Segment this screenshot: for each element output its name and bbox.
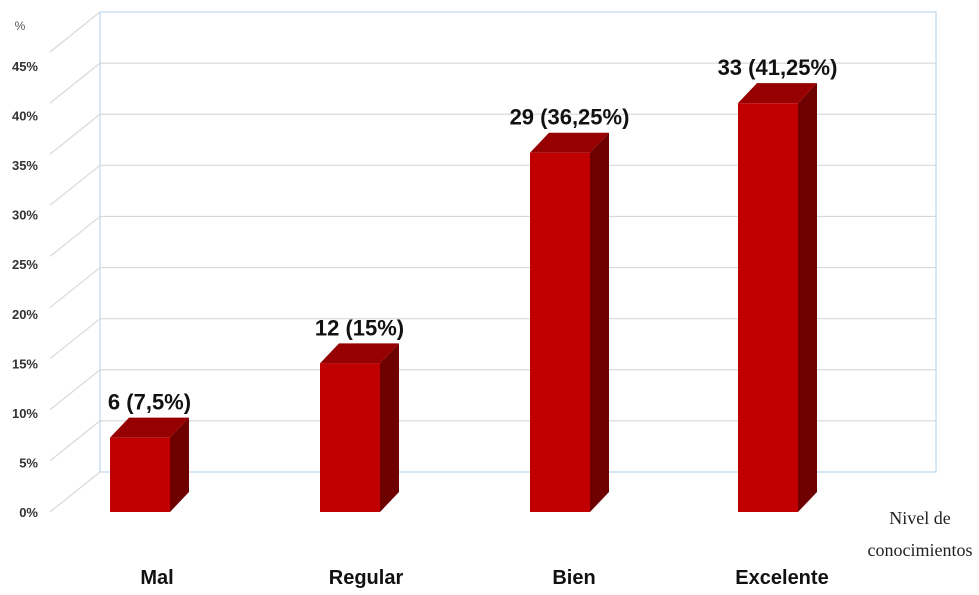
y-tick-label: 45%: [12, 59, 38, 74]
x-category-label: Excelente: [735, 567, 828, 589]
bar: [530, 132, 609, 512]
depth-line: [49, 267, 101, 309]
depth-line: [49, 215, 101, 257]
bar-top: [530, 132, 609, 153]
y-axis-label: %: [15, 19, 26, 33]
bar-top: [738, 83, 817, 104]
bar-front: [320, 363, 380, 512]
bar-top: [110, 417, 189, 438]
bars: [110, 83, 817, 513]
data-labels: 6 (7,5%) 12 (15%) 29 (36,25%) 33 (41,25%): [108, 55, 838, 415]
depth-line: [49, 318, 101, 360]
bar-side: [170, 417, 189, 512]
y-tick-label: 15%: [12, 356, 38, 371]
depth-line: [49, 471, 101, 513]
y-tick-label: 35%: [12, 158, 38, 173]
depth-line: [49, 62, 101, 104]
y-axis-ticks: 0% 5% 10% 15% 20% 25% 30% 35% 40% 45%: [12, 59, 38, 520]
x-axis-label-line-2: conocimientos: [868, 540, 973, 560]
x-axis-label-line-1: Nivel de: [889, 508, 950, 528]
y-tick-label: 10%: [12, 406, 38, 421]
depth-line: [49, 369, 101, 411]
data-label: 6 (7,5%): [108, 390, 191, 415]
bar: [110, 417, 189, 512]
y-axis-depth-lines: [49, 11, 101, 513]
depth-line: [49, 11, 101, 53]
y-tick-label: 30%: [12, 208, 38, 223]
data-label: 33 (41,25%): [718, 55, 838, 80]
y-tick-label: 20%: [12, 307, 38, 322]
y-tick-label: 40%: [12, 109, 38, 124]
bar-front: [738, 103, 798, 513]
data-label: 29 (36,25%): [510, 105, 630, 130]
depth-line: [49, 164, 101, 206]
depth-line: [49, 420, 101, 462]
x-axis-categories: Mal Regular Bien Excelente: [140, 567, 828, 589]
bar-side: [380, 343, 399, 512]
bar-side: [798, 83, 817, 513]
bar-top: [320, 343, 399, 364]
y-tick-label: 0%: [19, 505, 38, 520]
x-category-label: Regular: [329, 567, 404, 589]
bar: [320, 343, 399, 512]
x-category-label: Bien: [552, 567, 595, 589]
x-category-label: Mal: [140, 567, 173, 589]
bar-side: [590, 132, 609, 512]
y-tick-label: 5%: [19, 455, 38, 470]
plot-area-border: [99, 11, 937, 473]
y-tick-label: 25%: [12, 257, 38, 272]
bar-front: [110, 437, 170, 512]
data-label: 12 (15%): [315, 315, 404, 340]
gridlines: [100, 62, 936, 422]
bar: [738, 83, 817, 513]
depth-line: [49, 113, 101, 155]
bar-front: [530, 152, 590, 512]
